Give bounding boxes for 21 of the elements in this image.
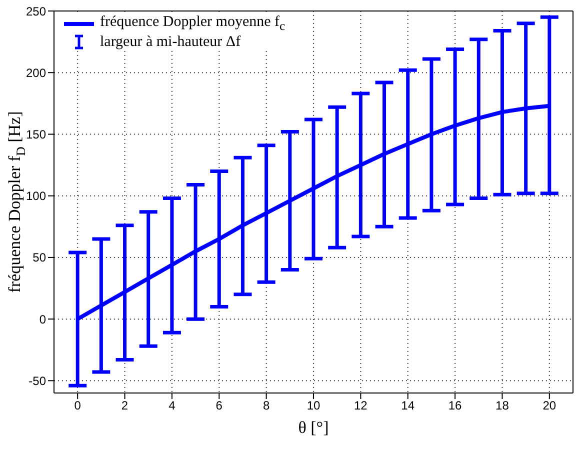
x-tick-label: 2 xyxy=(121,398,128,413)
y-tick-label: 250 xyxy=(26,4,46,18)
annotation: largeur à mi-hauteur Δf xyxy=(100,34,241,50)
x-tick-label: 4 xyxy=(168,398,176,413)
y-tick-label: 150 xyxy=(26,127,46,142)
y-tick-label: 50 xyxy=(32,250,46,265)
x-tick-label: 18 xyxy=(496,398,510,413)
y-tick-label: 0 xyxy=(39,312,46,326)
y-tick-label: 100 xyxy=(26,189,46,204)
x-axis-title: θ [°] xyxy=(298,418,329,437)
x-tick-label: 20 xyxy=(542,398,556,413)
x-tick-label: 6 xyxy=(216,398,223,413)
y-tick-label: 200 xyxy=(26,66,46,80)
x-tick-label: 16 xyxy=(448,398,462,413)
x-tick-label: 14 xyxy=(401,398,415,413)
x-tick-label: 8 xyxy=(262,398,270,413)
x-tick-label: 12 xyxy=(354,398,368,413)
legend-label: fréquence Doppler moyenne f$_{c}$ xyxy=(100,14,286,34)
x-tick-label: 10 xyxy=(306,398,320,413)
x-tick-label: 0 xyxy=(74,398,82,413)
y-tick-label: -50 xyxy=(28,374,46,388)
